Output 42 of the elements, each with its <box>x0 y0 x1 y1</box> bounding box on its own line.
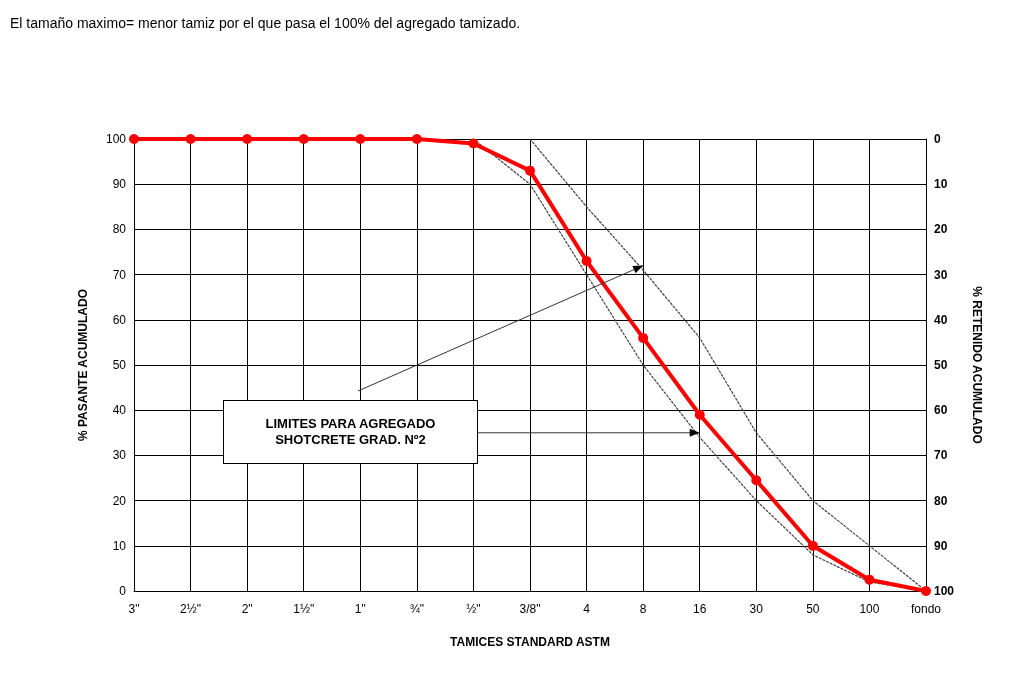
x-tick-label: 1" <box>354 602 366 616</box>
y2-tick-label: 0 <box>934 132 941 146</box>
x-tick-label: 50 <box>806 602 820 616</box>
y-tick-label: 40 <box>112 403 127 418</box>
y2-tick-label: 50 <box>934 358 948 372</box>
y-tick-label: 20 <box>112 493 127 508</box>
x-tick-label: fondo <box>910 602 942 616</box>
y-tick-label: 80 <box>112 222 127 237</box>
y-tick-label: 100 <box>105 132 127 146</box>
x-tick-label: 2" <box>241 602 253 616</box>
y-tick-label: 70 <box>112 267 127 282</box>
y2-tick-label: 100 <box>934 584 955 598</box>
text: El tamaño maximo= menor tamiz por el que pasa el 100% del agregado tamizado. <box>10 15 521 31</box>
note-box: LIMITES PARA AGREGADO SHOTCRETE GRAD. Nº2 <box>223 400 478 464</box>
y2-tick-label: 70 <box>934 448 948 463</box>
x-tick-label: ¾" <box>409 602 424 616</box>
y2-tick-label: 60 <box>934 403 948 418</box>
y-axis-title: % PASANTE ACUMULADO <box>76 289 90 441</box>
x-axis-title: TAMICES STANDARD ASTM <box>450 635 610 649</box>
y-tick-label: 90 <box>112 177 127 192</box>
y2-tick-label: 40 <box>934 312 948 327</box>
y2-axis-title: % RETENIDO ACUMULADO <box>970 286 984 444</box>
x-tick-label: 100 <box>859 602 880 616</box>
x-tick-label: 4 <box>583 602 591 616</box>
y2-tick-label: 90 <box>934 538 948 553</box>
x-tick-label: 3/8" <box>519 602 541 616</box>
x-tick-label: 1½" <box>293 602 315 616</box>
y2-tick-label: 30 <box>934 267 948 282</box>
x-tick-label: 8 <box>639 602 647 616</box>
y-tick-label: 60 <box>112 312 127 327</box>
y-tick-label: 30 <box>112 448 127 463</box>
y2-tick-label: 10 <box>934 177 948 192</box>
y2-tick-label: 20 <box>934 222 948 237</box>
y-tick-label: 10 <box>112 538 127 553</box>
x-tick-label: 16 <box>693 602 707 616</box>
y-tick-label: 50 <box>112 358 127 372</box>
x-tick-label: 3" <box>128 602 140 616</box>
y2-tick-label: 80 <box>934 493 948 508</box>
x-tick-label: 30 <box>749 602 764 616</box>
x-tick-label: ½" <box>466 602 481 616</box>
x-tick-label: 2½" <box>180 602 202 616</box>
y-tick-label: 0 <box>119 584 127 598</box>
